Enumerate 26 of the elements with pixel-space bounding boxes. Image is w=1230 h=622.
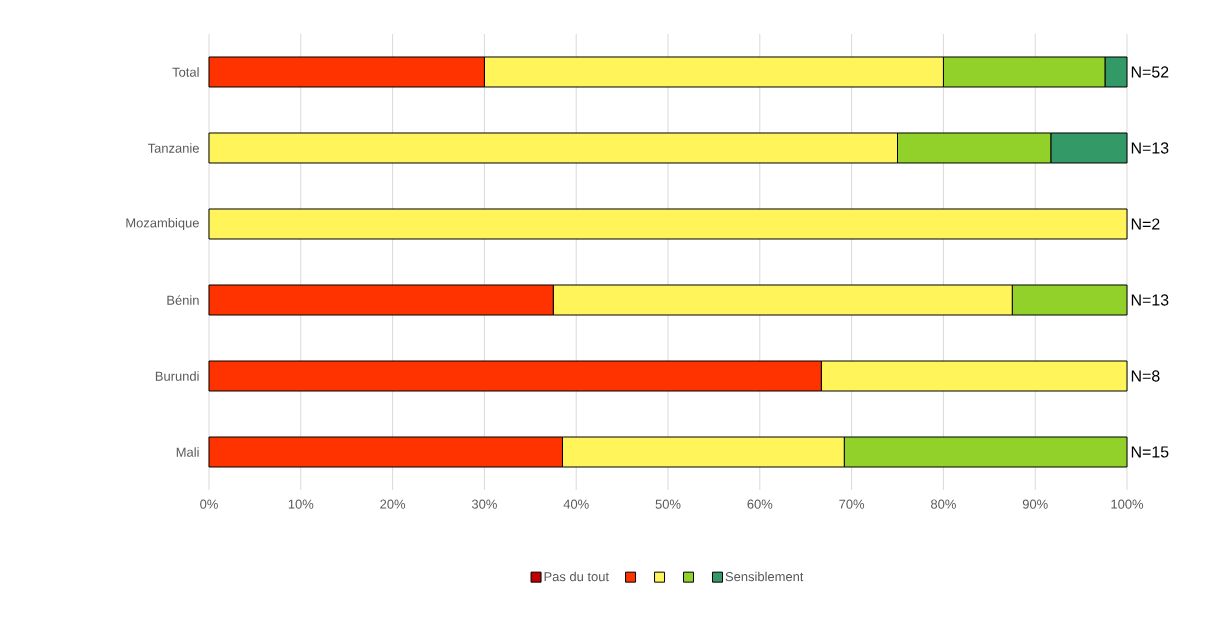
y-tick-label: Burundi [155,371,199,381]
x-tick-label: 90% [1022,499,1048,509]
text: N=52 [1131,66,1169,78]
y-tick-label: Total [172,67,199,77]
x-tick-label: 80% [931,499,956,509]
x-tick-label: 40% [563,499,589,509]
y-tick-label: Mozambique [126,217,199,231]
y-tick-label: Mali [176,447,199,457]
text: N=13 [1131,142,1169,154]
x-tick-label: 10% [288,499,314,509]
text: N=2 [1131,218,1160,230]
text: N=15 [1131,446,1169,458]
x-tick-label: 70% [839,499,865,509]
x-tick-label: 60% [747,499,773,509]
y-tick-label: Tanzanie [147,143,199,153]
x-tick-label: 100% [1111,499,1144,509]
legend-label: Pas du tout [544,571,609,582]
legend-label: Sensiblement [725,571,804,582]
bar [208,208,1128,240]
x-tick-label: 30% [471,499,497,509]
text: N=13 [1131,294,1169,306]
y-tick-label: Bénin [167,295,199,305]
text: N=8 [1131,370,1160,382]
x-tick-label: 20% [380,499,406,509]
x-tick-label: 0% [200,499,218,509]
x-tick-label: 50% [655,499,681,509]
